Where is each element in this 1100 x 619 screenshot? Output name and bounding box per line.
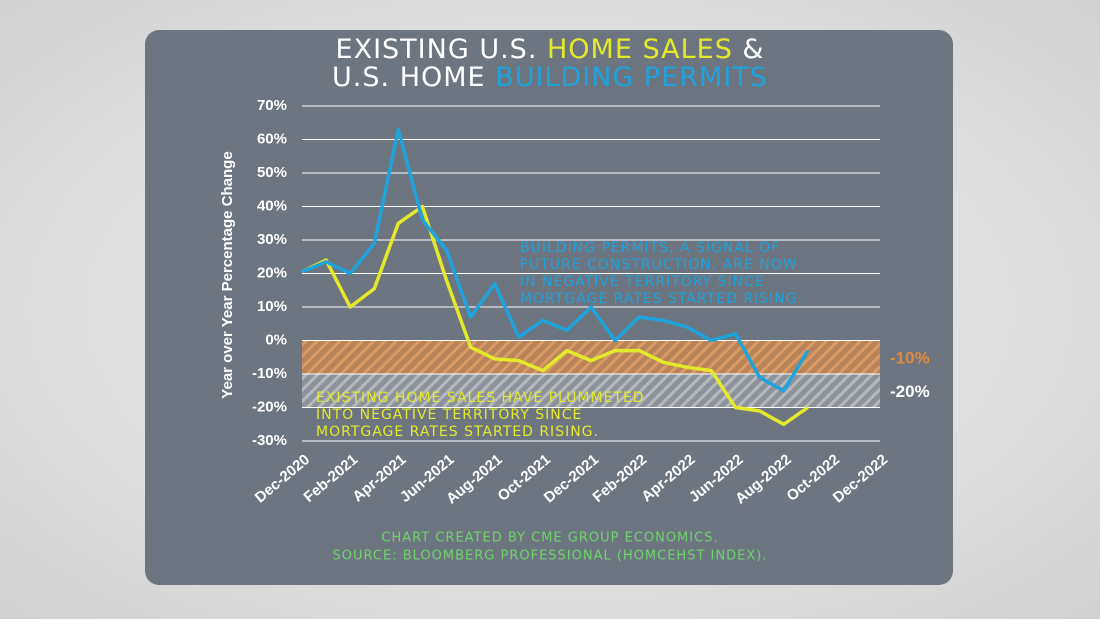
chart-title: U.S. HOME BUILDING PERMITS (332, 62, 768, 93)
y-tick-label: 40% (257, 197, 287, 214)
footer: SOURCE: BLOOMBERG PROFESSIONAL (HOMCEHST… (333, 549, 768, 564)
title-part: HOME SALES (547, 34, 733, 65)
y-tick-label: 70% (257, 97, 287, 114)
annotation: EXISTING HOME SALES HAVE PLUMMETED (316, 390, 645, 406)
series-line (301, 204, 809, 427)
title-part: EXISTING U.S. (336, 34, 547, 65)
annotation: BUILDING PERMITS, A SIGNAL OF (520, 240, 780, 256)
y-tick-label: 0% (265, 331, 287, 348)
annotation: MORTGAGE RATES STARTED RISING. (520, 291, 803, 307)
y-tick-label: -20% (252, 398, 287, 415)
y-tick-label: 20% (257, 264, 287, 281)
y-tick-label: -10% (252, 365, 287, 382)
title-part: & (733, 34, 765, 65)
footer: CHART CREATED BY CME GROUP ECONOMICS. (381, 531, 718, 546)
band-label: -20% (890, 382, 930, 401)
annotation: MORTGAGE RATES STARTED RISING. (316, 424, 599, 440)
annotation: INTO NEGATIVE TERRITORY SINCE (316, 407, 582, 423)
title-part: BUILDING PERMITS (495, 62, 768, 93)
chart-title: EXISTING U.S. HOME SALES & (336, 34, 765, 65)
title-part: U.S. HOME (332, 62, 495, 93)
annotation: FUTURE CONSTRUCTION, ARE NOW (520, 257, 798, 273)
y-tick-label: 50% (257, 164, 287, 181)
y-tick-label: 10% (257, 298, 287, 315)
y-tick-label: -30% (252, 432, 287, 449)
series-line (301, 127, 810, 393)
band (302, 340, 880, 374)
y-tick-label: 30% (257, 231, 287, 248)
annotation: IN NEGATIVE TERRITORY SINCE (520, 274, 765, 290)
y-tick-label: 60% (257, 130, 287, 147)
y-axis-label: Year over Year Percentage Change (219, 151, 236, 398)
band-label: -10% (890, 349, 930, 368)
